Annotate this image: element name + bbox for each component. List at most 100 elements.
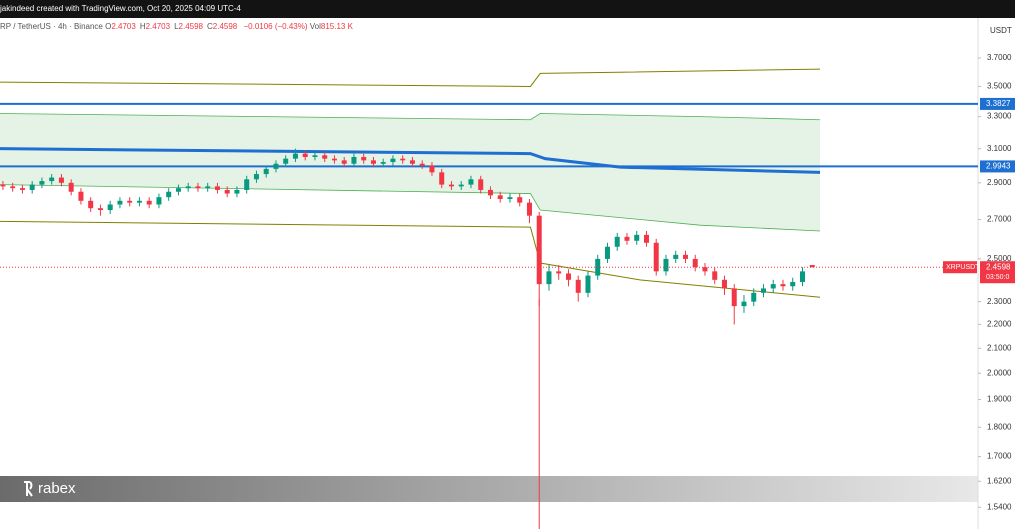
price-tag xyxy=(980,261,1015,284)
ohlc-label: L xyxy=(174,22,179,31)
candle-body xyxy=(614,236,620,247)
candle-body xyxy=(107,204,113,211)
band-area xyxy=(0,113,821,231)
candle-body xyxy=(10,186,16,189)
y-tick-label: 2.2000 xyxy=(987,320,1012,329)
candle-body xyxy=(770,284,776,289)
candle-body xyxy=(263,168,269,175)
candle-body xyxy=(448,184,454,187)
ohlc-value: 2.4703 xyxy=(145,22,171,31)
candle-body xyxy=(536,215,542,285)
candle-body xyxy=(253,174,259,180)
candle-body xyxy=(39,181,45,185)
ohlc-value: 2.4703 xyxy=(111,22,136,31)
y-tick-label: 1.7000 xyxy=(987,452,1012,461)
y-tick-label: 2.7000 xyxy=(987,215,1012,224)
price-tag-label: 2.9943 xyxy=(986,162,1011,171)
candle-body xyxy=(556,271,562,274)
credit: jakindeed created with TradingView.com, … xyxy=(0,4,241,13)
candle-body xyxy=(673,254,679,259)
candle-body xyxy=(546,271,552,285)
candle-body xyxy=(575,279,581,293)
y-tick-label: 3.1000 xyxy=(987,144,1012,153)
candle-body xyxy=(692,258,698,268)
candle-body xyxy=(497,195,503,199)
y-tick-label: 2.1000 xyxy=(987,343,1012,352)
candle-body xyxy=(283,158,289,164)
candle-body xyxy=(49,177,55,182)
candle-body xyxy=(634,234,640,241)
candle-body xyxy=(156,197,162,205)
candle-body xyxy=(146,200,152,205)
candle-body xyxy=(29,184,35,190)
overlay-line xyxy=(0,68,821,87)
countdown: 03:50:0 xyxy=(986,274,1009,281)
candle-body xyxy=(361,156,367,161)
y-tick-label: 3.3000 xyxy=(987,112,1012,121)
candle-body xyxy=(97,208,103,211)
candle-body xyxy=(478,179,484,190)
candle-body xyxy=(185,186,191,189)
candle-body xyxy=(458,184,464,187)
y-tick-label: 1.8000 xyxy=(987,422,1012,431)
candle-body xyxy=(565,273,571,280)
candle-body xyxy=(468,179,474,185)
y-tick-label: 2.3000 xyxy=(987,297,1012,306)
candle-body xyxy=(195,186,201,189)
currency: USDT xyxy=(990,26,1012,35)
band-lower xyxy=(0,184,821,232)
y-tick-label: 2.0000 xyxy=(987,368,1012,377)
watermark-icon xyxy=(24,481,33,497)
top-bar: jakindeed created with TradingView.com, … xyxy=(0,0,1015,18)
candle-body xyxy=(409,160,415,164)
candle-body xyxy=(351,156,357,164)
candle-body xyxy=(653,242,659,272)
candle-body xyxy=(429,165,435,173)
candle-body xyxy=(526,202,532,216)
candle-body xyxy=(273,163,279,169)
candle-body xyxy=(585,275,591,293)
watermark: rabex xyxy=(38,480,76,497)
header: RP / TetherUS · 4h · Binance O2.4703 H2.4… xyxy=(0,22,353,31)
candle-body xyxy=(380,162,386,164)
candle-body xyxy=(663,258,669,272)
candle-body xyxy=(19,188,25,190)
candle-body xyxy=(68,182,74,192)
price-tag xyxy=(980,160,1015,173)
y-tick-label: 1.5400 xyxy=(987,502,1012,511)
candle-body xyxy=(419,163,425,166)
candle-body xyxy=(127,200,133,203)
candle-body xyxy=(0,184,6,187)
watermark-bar xyxy=(0,476,978,502)
volume-label: Vol xyxy=(309,22,321,31)
y-tick-label: 1.6200 xyxy=(987,476,1012,485)
ohlc-label: O xyxy=(105,22,112,31)
candle-body xyxy=(78,191,84,201)
candle-body xyxy=(439,172,445,185)
symbol-tag xyxy=(943,261,977,274)
candle-body xyxy=(331,158,337,161)
symbol: RP / TetherUS · 4h · Binance xyxy=(0,22,103,31)
candle-body xyxy=(175,188,181,192)
candle-body xyxy=(214,186,220,190)
volume: 815.13 K xyxy=(320,22,353,31)
candle-body xyxy=(166,191,172,198)
symbol-tag-label: XRPUSDT xyxy=(946,264,980,271)
change: −0.0106 (−0.43%) xyxy=(243,22,308,31)
candle-body xyxy=(643,234,649,243)
candle-body xyxy=(136,200,142,203)
y-tick-label: 2.5000 xyxy=(987,254,1012,263)
candle-body xyxy=(507,197,513,199)
candle-body xyxy=(487,189,493,196)
candle-body xyxy=(731,288,737,307)
candle-body xyxy=(751,292,757,302)
ohlc: O2.4703 H2.4703 L2.4598 C2.4598 xyxy=(105,22,241,31)
candle-body xyxy=(244,179,250,190)
candle-body xyxy=(322,155,328,159)
overlay-line xyxy=(0,147,821,174)
ohlc-value: 2.4598 xyxy=(178,22,203,31)
candle-body xyxy=(292,153,298,159)
candle-body xyxy=(370,160,376,164)
candle-body xyxy=(312,155,318,157)
